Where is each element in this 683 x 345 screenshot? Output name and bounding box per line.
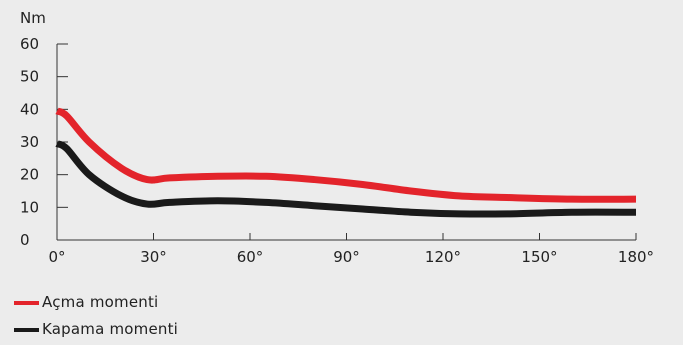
- legend-swatch-opening: [14, 300, 39, 305]
- y-tick-label-0: 0: [20, 231, 30, 249]
- x-tick-label-120: 120°: [425, 248, 461, 266]
- legend-label-closing: Kapama momenti: [42, 320, 179, 338]
- legend-label-opening: Açma momenti: [42, 293, 159, 311]
- legend-item-opening: Açma momenti: [14, 289, 178, 316]
- x-tick-label-60: 60°: [237, 248, 264, 266]
- legend-item-closing: Kapama momenti: [14, 316, 178, 343]
- axes: 0 10 20 30 40 50 60 0° 30° 60° 90° 120° 150° 180°: [20, 35, 654, 266]
- series-layer: [55, 107, 637, 218]
- y-tick-label-40: 40: [20, 100, 39, 118]
- x-tick-label-180: 180°: [618, 248, 654, 266]
- x-tick-label-30: 30°: [140, 248, 167, 266]
- legend-swatch-closing: [14, 327, 39, 332]
- chart-plot: Nm 0 10 20 30 40 50 60 0° 30° 60° 90° 120° 150° 180°: [20, 9, 654, 266]
- x-tick-label-90: 90°: [333, 248, 360, 266]
- y-tick-label-30: 30: [20, 133, 39, 151]
- y-tick-label-20: 20: [20, 166, 39, 184]
- legend: Açma momenti Kapama momenti: [14, 289, 178, 343]
- x-tick-label-150: 150°: [521, 248, 557, 266]
- y-tick-label-50: 50: [20, 68, 39, 86]
- y-axis-unit-label: Nm: [20, 9, 46, 27]
- y-tick-label-10: 10: [20, 198, 39, 216]
- y-tick-label-60: 60: [20, 35, 39, 53]
- x-tick-label-0: 0°: [48, 248, 65, 266]
- series-line-closing: [55, 140, 637, 218]
- series-line-opening: [55, 107, 637, 203]
